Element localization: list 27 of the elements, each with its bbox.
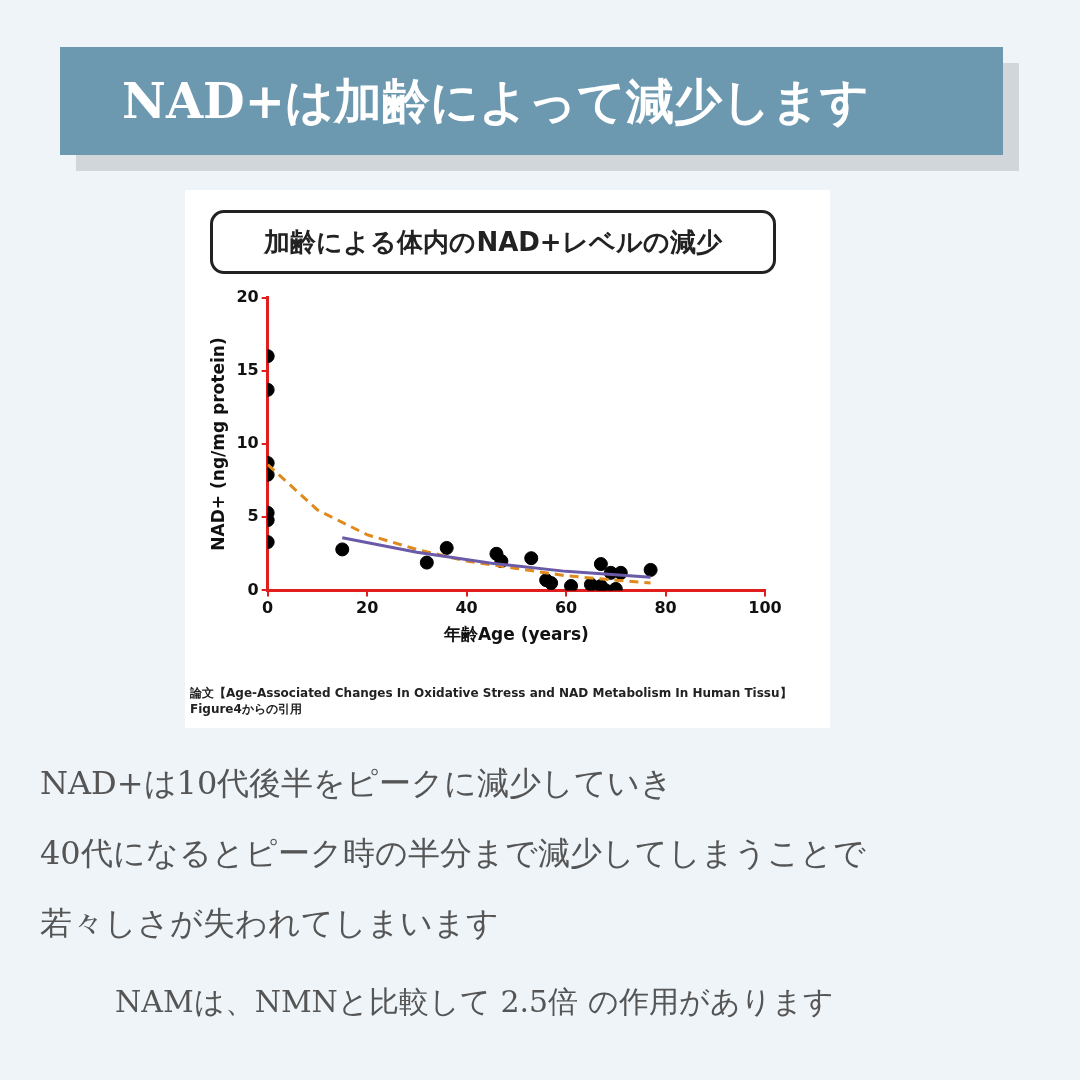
y-tick-label: 10 (236, 433, 259, 453)
text: NAMは、NMNと比較して 2.5倍 の作用があります (115, 983, 834, 1021)
x-tick-label: 0 (262, 598, 274, 618)
point (564, 579, 579, 591)
chart-subtitle: 加齢による体内のNAD+レベルの減少 (210, 210, 776, 274)
text: NAD+は10代後半をピークに減少していき (40, 763, 674, 804)
y-axis-title: NAD+ (ng/mg protein) (207, 337, 228, 551)
x-tick-label: 20 (356, 598, 379, 618)
point (593, 557, 608, 572)
x-tick-label: 80 (654, 598, 677, 618)
x-tick-label: 40 (455, 598, 478, 618)
y-tick-label: 20 (236, 286, 259, 306)
text: 若々しさが失われてしまいます (40, 903, 499, 944)
point (419, 555, 434, 570)
text: 40代になるとピーク時の半分まで減少してしまうことで (40, 833, 866, 874)
y-tick-label: 15 (236, 359, 259, 379)
point (439, 540, 454, 555)
x-tick-label: 100 (748, 598, 782, 618)
point (643, 562, 658, 577)
y-tick-label: 0 (247, 579, 259, 599)
point (524, 551, 539, 566)
point (544, 576, 559, 591)
x-axis-title: 年齢Age (years) (442, 624, 589, 645)
y-tick-label: 5 (247, 506, 259, 526)
text: 論文【Age-Associated Changes In Oxidative Stress and NAD Metabolism In Human Tissu】 Figure4からの引用 (190, 685, 793, 717)
x-tick-label: 60 (554, 598, 578, 618)
chart-title: NAD+は加齢によって減少します (60, 47, 1003, 155)
